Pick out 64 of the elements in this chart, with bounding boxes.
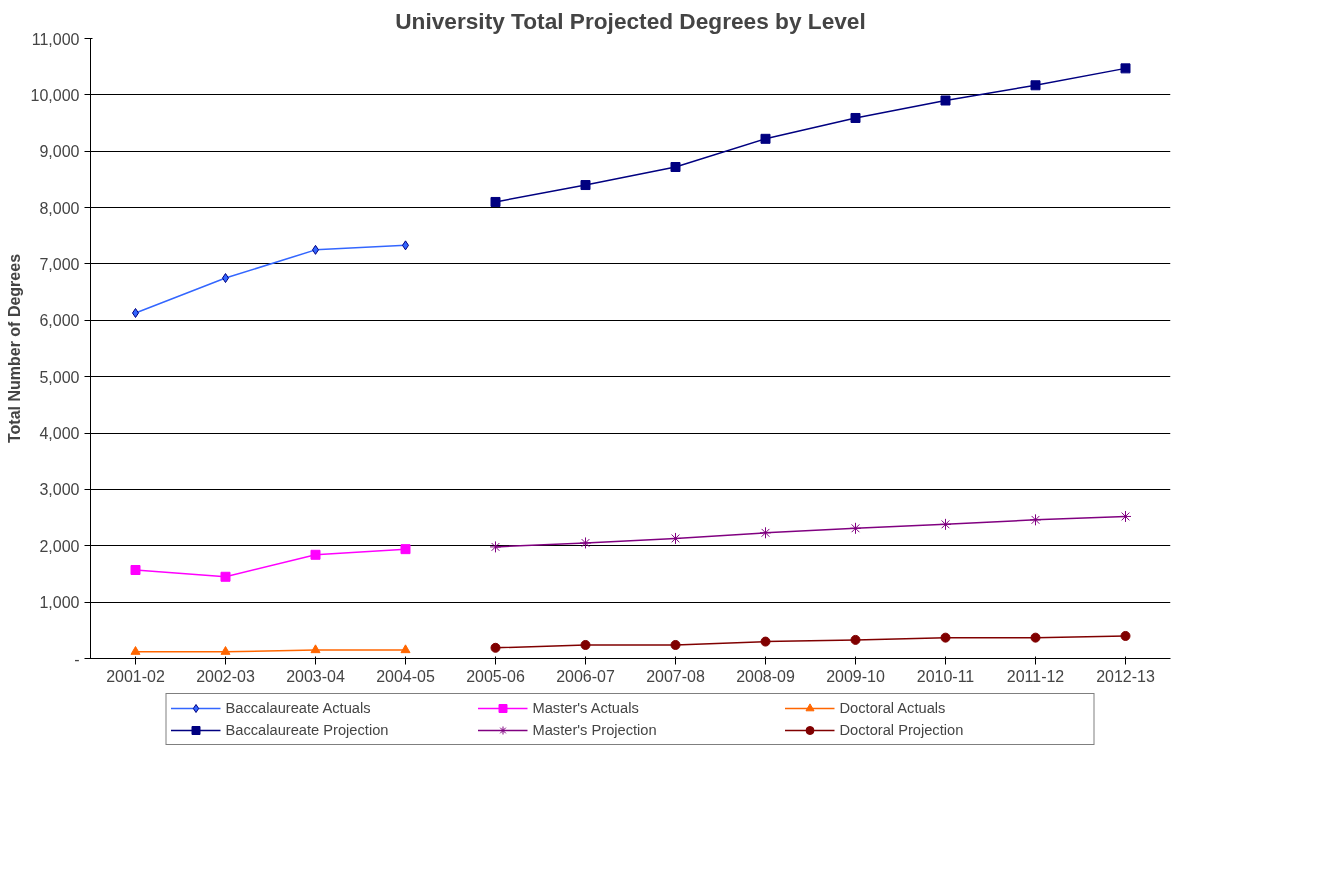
x-tick-label: 2005-06: [466, 667, 525, 685]
point: [670, 639, 681, 650]
point: [1119, 510, 1132, 523]
point: [220, 571, 231, 582]
y-tick-label: 6,000: [39, 312, 80, 330]
legend-label: Baccalaureate Actuals: [225, 700, 372, 716]
point: [310, 549, 321, 560]
point: [400, 544, 411, 555]
y-tick-label: 7,000: [39, 255, 80, 273]
point: [1120, 630, 1131, 641]
point: [760, 133, 771, 144]
legend-label: Doctoral Projection: [839, 722, 965, 738]
point: [1120, 63, 1131, 74]
legend-label: Baccalaureate Projection: [225, 722, 390, 738]
point: [489, 540, 502, 553]
point: [1030, 632, 1041, 643]
x-tick-label: 2006-07: [556, 667, 615, 685]
point: [130, 646, 141, 655]
x-tick-label: 2009-10: [826, 667, 885, 685]
point: [130, 565, 141, 576]
chart-title: University Total Projected Degrees by Level: [395, 7, 866, 34]
y-tick-label: 1,000: [39, 594, 80, 612]
point: [579, 536, 592, 549]
legend-label: Master's Actuals: [532, 700, 640, 716]
point: [580, 639, 591, 650]
point: [849, 522, 862, 535]
point: [490, 196, 501, 207]
legend-label: Master's Projection: [532, 722, 658, 738]
x-tick-label: 2002-03: [196, 667, 255, 685]
y-tick-label: 11,000: [31, 30, 80, 48]
point: [1030, 80, 1041, 91]
point: [850, 112, 861, 123]
point: [760, 636, 771, 647]
point: [580, 180, 591, 191]
y-tick-label: 8,000: [39, 199, 80, 217]
x-tick-label: 2004-05: [376, 667, 435, 685]
point: [670, 162, 681, 173]
point: [220, 646, 231, 655]
x-tick-label: 2012-13: [1096, 667, 1155, 685]
y-tick-label: 4,000: [39, 425, 80, 443]
point: [669, 532, 682, 545]
y-tick-label: 2,000: [39, 537, 80, 555]
point: [490, 642, 501, 653]
y-tick-label: 9,000: [39, 143, 80, 161]
y-tick-label: 5,000: [39, 368, 80, 386]
point: [759, 526, 772, 539]
point: [940, 95, 951, 106]
y-axis-title: Total Number of Degrees: [5, 253, 23, 444]
x-tick-label: 2007-08: [646, 667, 705, 685]
point: [940, 632, 951, 643]
point: [310, 644, 321, 654]
x-tick-label: 2001-02: [106, 667, 165, 685]
point: [850, 634, 861, 645]
x-tick-label: 2010-11: [916, 667, 975, 685]
point: [939, 518, 952, 531]
x-tick-label: 2011-12: [1006, 667, 1065, 685]
legend-label: Doctoral Actuals: [839, 700, 947, 716]
y-tick-label: -: [74, 650, 80, 668]
x-tick-label: 2008-09: [736, 667, 795, 685]
x-tick-label: 2003-04: [286, 667, 345, 685]
point: [1029, 513, 1042, 526]
point: [400, 644, 411, 654]
y-tick-label: 3,000: [39, 481, 80, 499]
y-tick-label: 10,000: [30, 86, 80, 104]
